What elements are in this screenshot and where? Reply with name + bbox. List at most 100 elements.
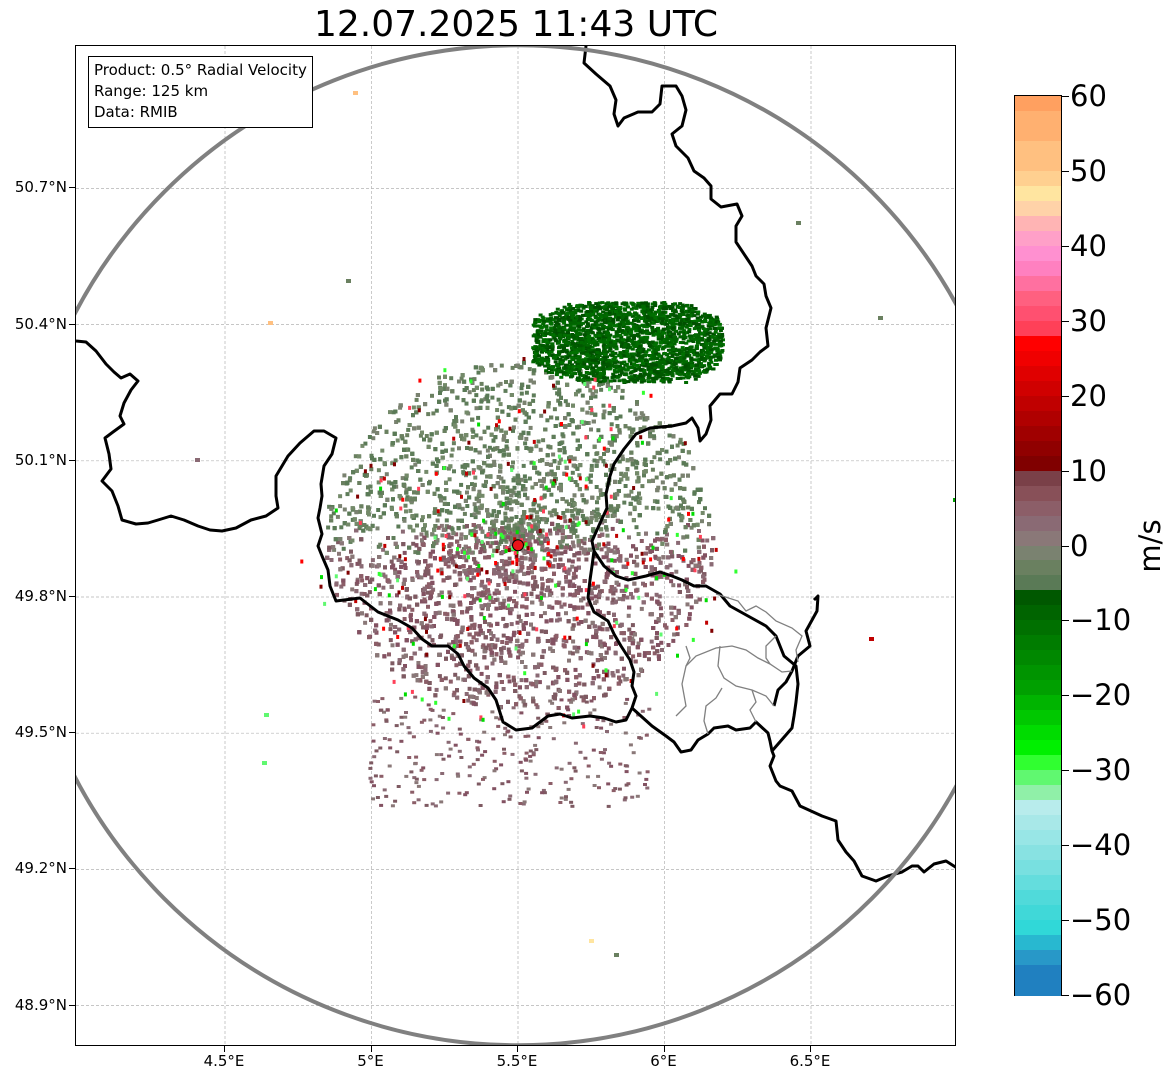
colorbar-tick-label: −30 <box>1070 753 1132 788</box>
admin-border-3 <box>675 645 691 717</box>
colorbar-tick-label: −20 <box>1070 678 1132 713</box>
colorbar-band <box>1015 425 1061 442</box>
colorbar-band <box>1015 350 1061 367</box>
colorbar-band <box>1015 260 1061 277</box>
product-label: Product: 0.5° Radial Velocity <box>94 61 307 79</box>
colorbar-tick-label: 0 <box>1070 528 1089 563</box>
colorbar-band <box>1015 305 1061 322</box>
colorbar-band <box>1015 755 1061 771</box>
admin-border-6 <box>703 687 723 735</box>
product-info-box: Product: 0.5° Radial Velocity Range: 125… <box>88 56 313 128</box>
colorbar-tick-mark <box>1062 96 1069 97</box>
admin-border-2 <box>685 645 793 673</box>
colorbar-band <box>1015 500 1061 517</box>
colorbar-band <box>1015 920 1061 936</box>
colorbar-band <box>1015 215 1061 232</box>
colorbar-band <box>1015 185 1061 202</box>
colorbar-tick-mark <box>1062 620 1069 622</box>
colorbar-band <box>1015 230 1061 247</box>
border-belgium-lux-inner <box>772 594 820 707</box>
colorbar-unit-label: m/s <box>1133 519 1167 573</box>
colorbar-tick-label: 60 <box>1070 79 1107 113</box>
colorbar-band <box>1015 770 1061 786</box>
colorbar-band <box>1015 96 1061 112</box>
colorbar-band <box>1015 140 1061 172</box>
longitude-tick-label: 4.5°E <box>203 1052 245 1070</box>
latitude-tick-label: 48.9°N <box>14 995 67 1014</box>
colorbar-band <box>1015 545 1061 562</box>
colorbar-tick-mark <box>1062 995 1069 996</box>
colorbar-band <box>1015 560 1061 577</box>
longitude-tick-mark <box>517 1046 518 1052</box>
colorbar-band <box>1015 635 1061 651</box>
latitude-tick-mark <box>69 323 75 325</box>
latitude-tick-label: 50.1°N <box>14 450 67 469</box>
colorbar-band <box>1015 530 1061 547</box>
colorbar-band <box>1015 665 1061 681</box>
longitude-tick-label: 6°E <box>650 1052 677 1070</box>
admin-border-5 <box>749 689 757 723</box>
border-lux-east <box>592 550 955 883</box>
radar-map <box>76 46 955 1045</box>
colorbar-tick-mark <box>1062 395 1069 397</box>
colorbar-band <box>1015 170 1061 187</box>
latitude-tick-label: 50.4°N <box>14 314 67 333</box>
colorbar-band <box>1015 290 1061 307</box>
colorbar-band <box>1015 515 1061 532</box>
colorbar-band <box>1015 965 1061 996</box>
colorbar-band <box>1015 830 1061 846</box>
longitude-tick-label: 5.5°E <box>496 1052 538 1070</box>
radar-map-panel[interactable] <box>75 45 956 1046</box>
colorbar-tick-label: −60 <box>1070 978 1132 1012</box>
latitude-tick-mark <box>69 732 75 734</box>
colorbar-band <box>1015 440 1061 457</box>
colorbar-tick-mark <box>1062 320 1069 322</box>
colorbar-band <box>1015 785 1061 801</box>
colorbar-band <box>1015 905 1061 921</box>
longitude-tick-label: 6.5°E <box>789 1052 831 1070</box>
latitude-tick-label: 49.8°N <box>14 587 67 605</box>
colorbar-band <box>1015 620 1061 636</box>
colorbar-tick-mark <box>1062 245 1069 247</box>
colorbar-band <box>1015 110 1061 142</box>
border-belgium-west <box>76 46 773 732</box>
colorbar-band <box>1015 815 1061 831</box>
colorbar-band <box>1015 455 1061 472</box>
latitude-tick-mark <box>69 187 75 189</box>
latitude-tick-mark <box>69 459 75 461</box>
colorbar-tick-mark <box>1062 170 1069 172</box>
colorbar-tick-mark <box>1062 695 1069 697</box>
colorbar-band <box>1015 650 1061 666</box>
velocity-echoes <box>195 91 955 957</box>
colorbar-band <box>1015 935 1061 951</box>
colorbar-band <box>1015 320 1061 337</box>
latitude-tick-label: 49.5°N <box>14 723 67 742</box>
colorbar-tick-label: 40 <box>1070 228 1107 263</box>
admin-border-7 <box>765 635 777 665</box>
colorbar-band <box>1015 275 1061 292</box>
colorbar-band <box>1015 485 1061 502</box>
colorbar-tick-label: −10 <box>1070 603 1132 638</box>
map-title: 12.07.2025 11:43 UTC <box>313 4 719 45</box>
colorbar-band <box>1015 800 1061 816</box>
colorbar-tick-mark <box>1062 845 1069 847</box>
longitude-tick-mark <box>810 1046 811 1052</box>
graticule <box>76 46 955 1045</box>
colorbar-tick-mark <box>1062 770 1069 772</box>
colorbar-band <box>1015 335 1061 352</box>
colorbar-band <box>1015 710 1061 726</box>
colorbar-tick-label: −40 <box>1070 828 1132 863</box>
colorbar-band <box>1015 845 1061 861</box>
colorbar-band <box>1015 470 1061 487</box>
longitude-tick-mark <box>663 1046 665 1052</box>
colorbar-band <box>1015 410 1061 427</box>
colorbar-tick-label: −50 <box>1070 903 1132 938</box>
latitude-tick-label: 50.7°N <box>14 178 67 197</box>
colorbar-band <box>1015 605 1061 621</box>
range-label: Range: 125 km <box>94 82 209 100</box>
colorbar-band <box>1015 740 1061 756</box>
colorbar-band <box>1015 950 1061 966</box>
longitude-tick-mark <box>370 1046 372 1052</box>
colorbar-tick-mark <box>1062 470 1069 472</box>
colorbar-band <box>1015 245 1061 262</box>
